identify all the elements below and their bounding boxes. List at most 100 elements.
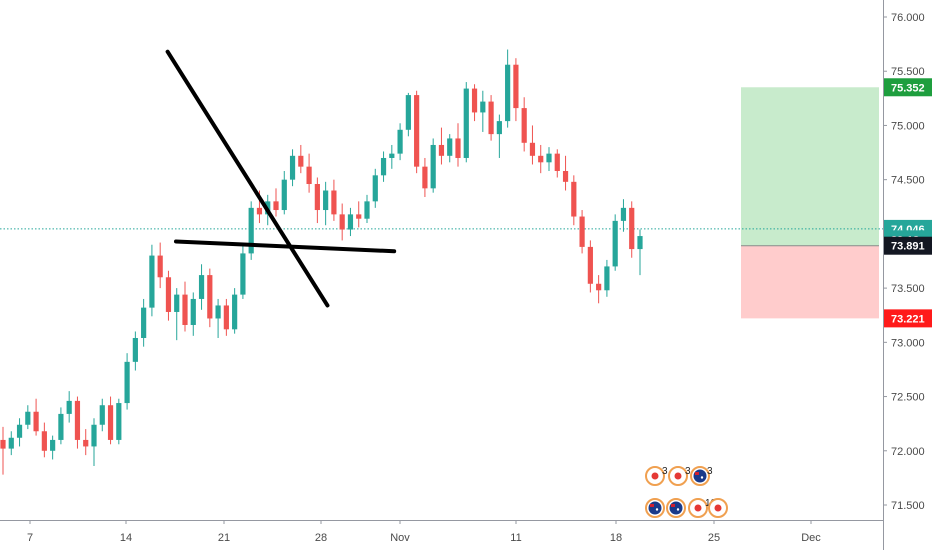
candle <box>141 298 147 347</box>
x-tick-label: Dec <box>801 532 821 544</box>
price-tag: 75.352 <box>884 78 932 97</box>
candle-body <box>256 207 263 215</box>
candle-body <box>331 190 337 215</box>
candle <box>562 155 569 191</box>
support-neckline[interactable] <box>173 239 397 254</box>
candle-body <box>124 361 130 404</box>
candle-body <box>620 207 627 221</box>
candle <box>116 398 122 445</box>
candle <box>107 396 114 445</box>
candle-body <box>273 201 279 211</box>
x-tick-label: 7 <box>27 532 33 544</box>
candle <box>25 405 31 430</box>
candle <box>637 229 643 276</box>
event-marker[interactable]: 3 <box>668 466 691 486</box>
candle <box>629 201 635 258</box>
candle-body <box>58 413 64 440</box>
y-tick-label: 75.000 <box>891 120 925 132</box>
descending-trendline[interactable] <box>165 49 330 308</box>
candle <box>339 203 345 241</box>
candle <box>438 127 445 165</box>
candle-body <box>25 411 31 425</box>
candle <box>447 134 453 163</box>
candle <box>529 125 536 165</box>
candle-body <box>637 236 643 250</box>
flag-union-icon <box>695 472 699 475</box>
red-dot-icon <box>651 472 659 480</box>
candle <box>612 214 618 271</box>
candle <box>323 181 329 226</box>
candle <box>521 97 527 152</box>
candle-body <box>339 214 345 230</box>
candle <box>414 90 420 174</box>
red-dot-icon <box>674 472 682 480</box>
y-tick-label: 74.500 <box>891 175 925 187</box>
flag-union-icon <box>650 504 654 507</box>
candle <box>314 177 320 224</box>
candle <box>207 268 213 328</box>
candle <box>149 244 155 317</box>
candle <box>41 422 47 458</box>
candle <box>430 138 436 193</box>
candle-body <box>306 166 312 185</box>
event-marker[interactable] <box>645 498 665 518</box>
price-tag-label: 73.891 <box>891 241 925 253</box>
candle <box>190 292 196 336</box>
candle-body <box>612 220 618 267</box>
candle <box>463 82 469 163</box>
time-axis[interactable]: 7 14 21 28 Nov 11 18 25 Dec <box>27 520 821 544</box>
candle <box>405 92 411 137</box>
economic-events[interactable]: 33310 <box>645 466 728 518</box>
candle-body <box>182 294 188 325</box>
drawings-layer[interactable] <box>165 49 397 308</box>
price-tag-bg <box>884 78 932 97</box>
event-count-label: 3 <box>662 466 668 477</box>
candle <box>157 242 163 289</box>
y-tick-label: 71.500 <box>891 500 925 512</box>
x-tick-label: 18 <box>610 532 622 544</box>
candle <box>289 149 296 187</box>
candle-body <box>223 305 229 330</box>
candle-body <box>505 64 511 122</box>
x-tick-label: 14 <box>120 532 132 544</box>
candle <box>372 168 378 208</box>
candle <box>488 95 494 141</box>
candle <box>223 298 229 336</box>
candle-body <box>364 201 370 219</box>
candle <box>232 288 238 334</box>
candle-body <box>587 246 593 284</box>
candle <box>298 144 304 174</box>
candle-body <box>513 64 519 109</box>
candle-body <box>571 181 577 217</box>
candle-body <box>107 405 114 440</box>
loss-zone[interactable] <box>741 245 879 319</box>
candle <box>58 407 64 445</box>
event-marker[interactable] <box>708 498 728 518</box>
candle-body <box>596 283 602 291</box>
candle <box>215 298 221 338</box>
profit-zone[interactable] <box>741 87 879 246</box>
candle <box>596 275 602 304</box>
y-tick-label: 72.000 <box>891 446 925 458</box>
event-marker[interactable]: 3 <box>690 466 713 486</box>
candle <box>389 144 395 169</box>
candle <box>546 147 552 171</box>
candle-body <box>149 255 155 308</box>
event-marker[interactable] <box>666 498 686 518</box>
candle-body <box>389 153 395 158</box>
candle-body <box>480 101 486 113</box>
x-tick-label: 25 <box>708 532 720 544</box>
candle <box>380 151 387 182</box>
candle <box>471 84 478 122</box>
candle-body <box>314 184 320 211</box>
long-position-tool[interactable] <box>0 87 883 319</box>
candle-body <box>240 253 246 295</box>
event-marker[interactable]: 3 <box>645 466 668 486</box>
candle <box>165 270 172 321</box>
candle-body <box>281 179 287 211</box>
candle <box>66 391 72 423</box>
x-tick-label: 11 <box>510 532 521 544</box>
candle <box>331 179 337 221</box>
candle-body <box>66 400 72 414</box>
